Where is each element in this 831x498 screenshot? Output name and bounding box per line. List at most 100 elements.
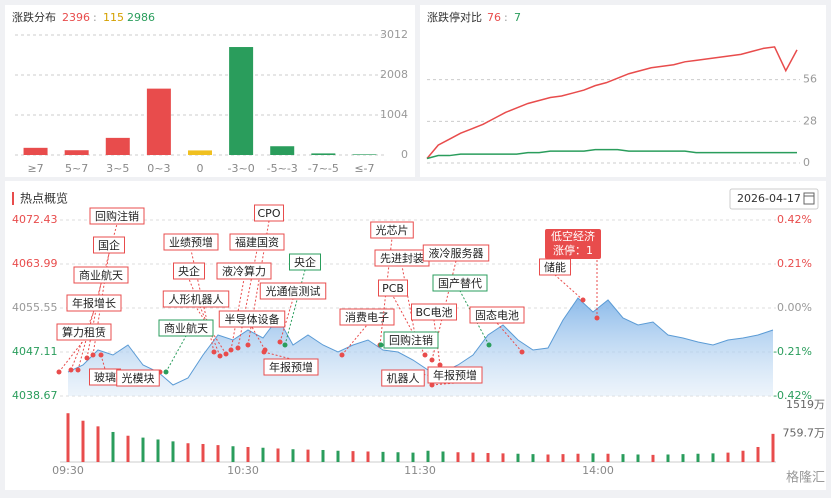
- dot: [163, 369, 169, 375]
- dot: [211, 349, 217, 355]
- line: [67, 297, 774, 386]
- tag: 人形机器人: [169, 292, 224, 306]
- panel: [420, 5, 826, 177]
- date: 2026-04-17: [737, 192, 801, 205]
- dot: [339, 352, 345, 358]
- y-tick-label: 4047.11: [12, 345, 58, 358]
- volume-bar: [201, 443, 205, 462]
- tag: BC电池: [415, 306, 452, 319]
- leader: [251, 326, 266, 351]
- bar: [352, 154, 377, 155]
- x-tick-label: 11:30: [404, 464, 436, 477]
- tag: 固态电池: [475, 309, 519, 322]
- leader: [100, 354, 106, 370]
- tag: 年报预增: [269, 360, 313, 374]
- leader: [279, 298, 294, 343]
- y2-tick-label: 0.42%: [777, 213, 812, 226]
- tag: 光通信测试: [266, 284, 321, 298]
- volume-bar: [606, 453, 610, 462]
- dot: [84, 355, 90, 361]
- volume-bar: [501, 453, 505, 462]
- volume-tick-label: 759.7万: [783, 426, 826, 439]
- dot: [56, 369, 62, 375]
- volume-bar: [561, 454, 565, 462]
- tag: 储能: [544, 260, 566, 274]
- volume-bar: [696, 453, 700, 462]
- dot: [68, 367, 74, 373]
- bar: [105, 137, 130, 155]
- volume-bar: [81, 420, 85, 462]
- bar: [229, 47, 254, 155]
- volume-bar: [66, 413, 70, 462]
- tag: 回购注销: [95, 209, 139, 223]
- panel: [5, 5, 415, 177]
- tag-box: [66, 294, 122, 312]
- x-tick-label: 5~7: [65, 162, 88, 175]
- x-tick-label: ≤-7: [354, 162, 374, 175]
- volume-bar: [216, 445, 220, 462]
- volume-bar: [726, 452, 730, 462]
- dot: [580, 297, 586, 303]
- watermark: 格隆汇: [786, 470, 825, 486]
- area: [68, 298, 773, 396]
- tag-box: [383, 331, 439, 349]
- volume-bar: [171, 441, 175, 462]
- volume-bar: [756, 446, 760, 462]
- dot: [261, 349, 267, 355]
- y2-tick-label: -0.42%: [773, 389, 812, 402]
- volume-bar: [636, 454, 640, 462]
- dot: [98, 352, 104, 358]
- volume-bar: [681, 454, 685, 462]
- leader: [433, 319, 441, 366]
- tag-box: [56, 323, 112, 341]
- volume-bar: [111, 431, 115, 462]
- tag-box: [254, 204, 284, 222]
- leader: [195, 306, 227, 355]
- volume-bar: [396, 452, 400, 462]
- tag-box: [173, 262, 205, 280]
- dot: [223, 351, 229, 357]
- bar: [270, 146, 295, 155]
- tag: 福建国资: [235, 235, 279, 249]
- dot: [429, 382, 435, 388]
- volume-bar: [351, 451, 355, 462]
- tag-box: [89, 207, 145, 225]
- bar: [64, 150, 89, 155]
- volume-bar: [381, 451, 385, 462]
- volume-bar: [306, 449, 310, 462]
- volume-bar: [546, 454, 550, 462]
- tag-box: [73, 266, 129, 284]
- calendar-icon: [803, 192, 815, 205]
- stat: 7: [514, 11, 521, 24]
- tag: PCB: [382, 282, 404, 295]
- dot: [75, 367, 81, 373]
- volume-bar: [291, 449, 295, 462]
- volume-bar: [276, 448, 280, 462]
- volume-bar: [156, 439, 160, 462]
- y-tick-label: 56: [803, 73, 817, 86]
- volume-tick-label: 1519万: [786, 398, 825, 411]
- tag: 先进封装: [380, 251, 424, 265]
- volume-bar: [771, 433, 775, 462]
- date-picker[interactable]: [729, 188, 819, 210]
- tag: 机器人: [387, 371, 420, 385]
- volume-bar: [471, 452, 475, 462]
- volume-bar: [336, 450, 340, 462]
- volume-bar: [531, 454, 535, 462]
- tag: 消费电子: [345, 310, 389, 324]
- volume-bar: [456, 452, 460, 462]
- tag: CPO: [258, 207, 281, 220]
- stat: 115: [103, 11, 124, 24]
- tag: 半导体设备: [225, 312, 280, 326]
- tag: 液冷服务器: [429, 246, 484, 260]
- tag-box: [263, 358, 319, 376]
- volume-bar: [591, 453, 595, 462]
- volume-bar: [711, 453, 715, 462]
- volume-bar: [621, 454, 625, 462]
- tag-box: [116, 369, 160, 387]
- volume-bar: [231, 446, 235, 462]
- dot: [282, 342, 288, 348]
- highlight-box: [545, 229, 601, 259]
- tag: 央企: [294, 255, 316, 269]
- volume-bar: [441, 451, 445, 462]
